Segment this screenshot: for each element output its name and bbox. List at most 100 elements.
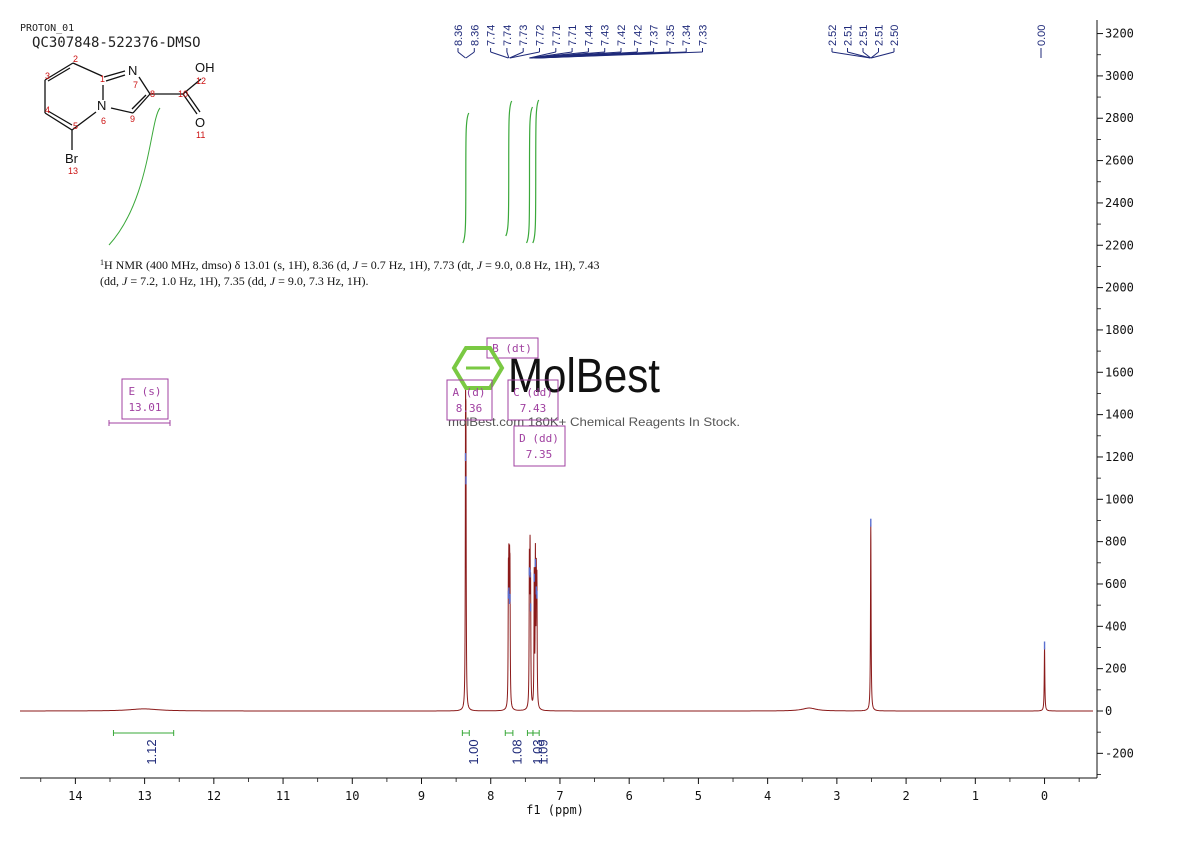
x-tick-label: 1: [972, 789, 979, 803]
multiplet-d-shift: 7.35: [526, 448, 553, 461]
peak-label: 2.52: [827, 25, 839, 46]
description-line1-j1: J: [353, 258, 359, 272]
experiment-label: PROTON_01: [20, 23, 74, 34]
integral-curve: [462, 112, 470, 244]
x-axis-label: f1 (ppm): [526, 803, 584, 817]
peak-label-connector: [831, 51, 871, 59]
description-line2-j1: J: [122, 274, 128, 288]
peak-label-connector: [490, 51, 509, 59]
peak-label: 7.42: [616, 25, 628, 46]
multiplet-c-shift: 7.43: [520, 402, 547, 415]
peak-label-connector: [509, 51, 540, 59]
y-tick-label: 400: [1105, 619, 1127, 633]
description-line2-mid: = 7.2, 1.0 Hz, 1H), 7.35 (dd,: [127, 274, 269, 288]
nmr-description: 1H NMR (400 MHz, dmso) δ 13.01 (s, 1H), …: [100, 258, 600, 289]
description-line1-j2: J: [477, 258, 483, 272]
integral-value: 1.09: [536, 739, 551, 764]
x-tick-label: 5: [695, 789, 702, 803]
atom-index-13: 13: [68, 166, 78, 176]
description-line2-j2: J: [270, 274, 276, 288]
peak-label-zero: 0.00: [1036, 25, 1048, 46]
peak-label: 7.74: [486, 25, 498, 46]
x-tick-label: 11: [276, 789, 290, 803]
y-tick-label: 200: [1105, 662, 1127, 676]
atom-index-6: 6: [101, 116, 106, 126]
x-tick-label: 8: [487, 789, 494, 803]
atom-index-3: 3: [45, 71, 50, 81]
molbest-brand: MolBest: [508, 350, 660, 403]
y-tick-label: 2800: [1105, 111, 1134, 125]
integral-curves: [462, 99, 540, 244]
x-tick-label: 0: [1041, 789, 1048, 803]
x-tick-label: 6: [626, 789, 633, 803]
peak-label-connector: [506, 51, 510, 59]
peak-label: 7.35: [665, 25, 677, 46]
atom-index-1: 1: [100, 74, 105, 84]
y-tick-label: 1200: [1105, 450, 1134, 464]
y-tick-label: 1000: [1105, 492, 1134, 506]
y-axis-ticks: -200 0 200 400 600 800 1000 1200 1400 1600 1800 200…: [1097, 27, 1134, 775]
atom-index-5: 5: [73, 121, 78, 131]
atom-o: O: [195, 115, 205, 130]
molecule-atom-labels: N 7 OH 12 N 6 O 11 Br 13 1 2 3 4 5 8 9 1…: [45, 54, 215, 176]
atom-index-11: 11: [196, 130, 205, 140]
peak-label: 7.73: [518, 25, 530, 46]
description-line1-mid: = 0.7 Hz, 1H), 7.73 (dt,: [358, 258, 477, 272]
y-tick-label: 800: [1105, 535, 1127, 549]
peak-label-connector: [509, 51, 524, 59]
atom-index-10: 10: [178, 89, 188, 99]
peak-label: 7.74: [502, 25, 514, 46]
svg-text:1H NMR (400 MHz, dmso) δ 13.01: 1H NMR (400 MHz, dmso) δ 13.01 (s, 1H), …: [100, 258, 600, 273]
atom-index-8: 8: [150, 89, 155, 99]
peak-label-connector: [871, 51, 895, 59]
molbest-logo-icon: [451, 346, 505, 390]
y-tick-label: 2200: [1105, 238, 1134, 252]
x-tick-label: 4: [764, 789, 771, 803]
peak-label: 7.44: [583, 25, 595, 46]
peak-label-connector: [870, 51, 879, 59]
peak-label: 7.43: [600, 25, 612, 46]
x-tick-label: 7: [556, 789, 563, 803]
peak-label: 7.42: [632, 25, 644, 46]
svg-text:(dd, J = 7.2, 1.0 Hz, 1H), 7.3: (dd, J = 7.2, 1.0 Hz, 1H), 7.35 (dd, J =…: [100, 274, 369, 288]
x-tick-label: 14: [68, 789, 82, 803]
molecule-structure: [44, 62, 202, 150]
atom-oh: OH: [195, 60, 215, 75]
y-tick-label: 3200: [1105, 27, 1134, 41]
multiplet-d-label: D (dd): [519, 432, 559, 445]
peak-label: 7.34: [681, 25, 693, 46]
atom-index-7: 7: [133, 80, 138, 90]
peak-label-connector: [536, 51, 703, 59]
y-tick-label: 2600: [1105, 154, 1134, 168]
multiplet-c-label: C (dd): [513, 386, 553, 399]
description-line1-suffix: = 9.0, 0.8 Hz, 1H), 7.43: [482, 258, 599, 272]
peak-label: 7.71: [551, 25, 563, 46]
x-tick-label: 13: [137, 789, 151, 803]
peak-label-connector: [457, 51, 466, 59]
atom-index-9: 9: [130, 114, 135, 124]
y-tick-label: 2000: [1105, 281, 1134, 295]
multiplet-a-shift: 8.36: [456, 402, 483, 415]
x-tick-label: 3: [833, 789, 840, 803]
atom-n-ring: N: [97, 98, 106, 113]
integral-value: 1.00: [466, 739, 481, 764]
peak-label: 2.51: [874, 25, 886, 46]
multiplet-box-a: A (d) 8.36: [446, 379, 493, 421]
multiplet-box-c: C (dd) 7.43: [507, 379, 559, 421]
peak-label: 7.33: [698, 25, 710, 46]
y-tick-label: 1400: [1105, 408, 1134, 422]
y-tick-label: 2400: [1105, 196, 1134, 210]
atom-index-12: 12: [196, 76, 206, 86]
peak-label: 8.36: [469, 25, 481, 46]
y-tick-label: 0: [1105, 704, 1112, 718]
description-line1-prefix: H NMR (400 MHz, dmso) δ 13.01 (s, 1H), 8…: [104, 258, 353, 272]
peak-label: 7.37: [649, 25, 661, 46]
atom-index-2: 2: [73, 54, 78, 64]
structure-curve: [108, 107, 161, 246]
peak-labels: 8.36 8.36 7.74 7.74 7.73 7.72 7.71 7.71 7.44 7.43…: [453, 25, 1048, 59]
description-line2-suffix: = 9.0, 7.3 Hz, 1H).: [275, 274, 368, 288]
peak-label: 2.51: [858, 25, 870, 46]
atom-index-4: 4: [45, 105, 50, 115]
peak-label-connector: [862, 51, 872, 59]
